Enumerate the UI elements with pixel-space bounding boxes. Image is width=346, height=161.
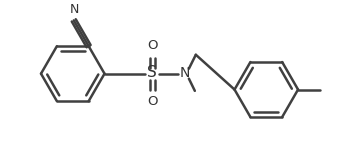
Text: S: S xyxy=(147,65,157,80)
Text: O: O xyxy=(147,39,157,52)
Text: O: O xyxy=(147,95,157,109)
Text: N: N xyxy=(180,66,190,80)
Text: N: N xyxy=(70,3,80,16)
